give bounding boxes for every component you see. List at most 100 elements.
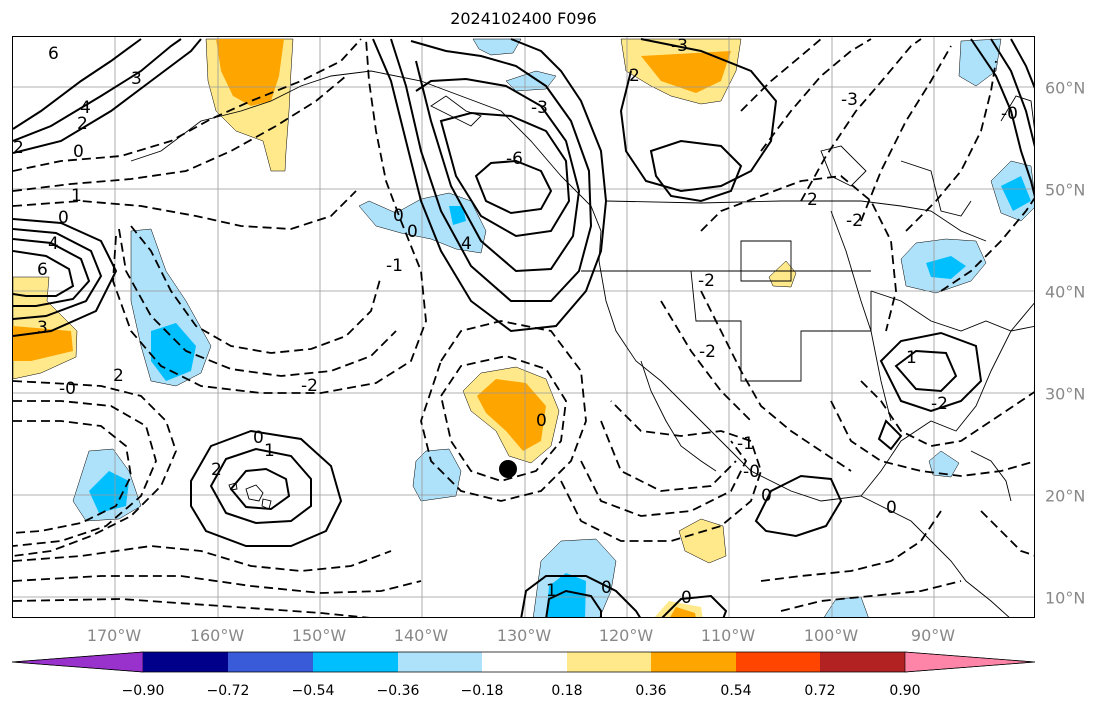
contour-label: 2 [807, 190, 818, 210]
shade-negative-central [412, 448, 462, 502]
colorbar-tick-label: 0.36 [635, 683, 667, 699]
colorbar [11, 651, 1036, 673]
contour-label: 4 [48, 234, 59, 254]
shade-negative-labrador-core [1001, 176, 1031, 211]
colorbar-segment-9 [820, 652, 905, 672]
contour-label: 3 [37, 318, 48, 338]
lat-label-60n: 60°N [1045, 78, 1086, 98]
colorbar-segment-1 [143, 652, 228, 672]
contours-positive [13, 38, 1034, 617]
contour-label: 0 [253, 428, 264, 448]
map-svg: 6 3 4 2 0 2 1 0 4 6 3 -0 -2 0 1 2 0 4 -6… [13, 37, 1034, 617]
contour-label: -2 [931, 394, 948, 414]
coastlines [130, 70, 1034, 617]
contour-label: -3 [531, 98, 548, 118]
contour-label: -0 [743, 462, 760, 482]
contour-label: -3 [671, 37, 688, 56]
contour-label: 0 [393, 206, 404, 226]
shade-negative-northeast [958, 38, 1002, 87]
contour-label: 0 [536, 411, 547, 431]
shade-negative-hawaii-west-core [89, 471, 129, 513]
colorbar-tick-label: −0.18 [460, 683, 504, 699]
contour-label: -1 [386, 256, 403, 276]
lat-label-20n: 20°N [1045, 486, 1086, 506]
colorbar-tick-label: 0.54 [720, 683, 752, 699]
shade-negative-south-core [546, 573, 586, 617]
contour-label: 6 [37, 260, 48, 280]
lat-label-30n: 30°N [1045, 384, 1086, 404]
shade-positive-canada-core [641, 51, 731, 93]
shade-positive-south-core [670, 607, 696, 617]
lon-label-120w: 120°W [598, 626, 654, 645]
contour-label: -2 [301, 376, 318, 396]
contour-label: 2 [13, 138, 24, 158]
contour-label: -0 [59, 379, 76, 399]
colorbar-segment-5 [482, 652, 567, 672]
lat-label-40n: 40°N [1045, 282, 1086, 302]
contour-label: -1 [737, 434, 754, 454]
contour-label: -2 [699, 342, 716, 362]
contour-label: 1 [546, 581, 557, 601]
lon-label-160w: 160°W [189, 626, 245, 645]
colorbar-tick-label: 0.72 [804, 683, 836, 699]
map-panel: 6 3 4 2 0 2 1 0 4 6 3 -0 -2 0 1 2 0 4 -6… [12, 36, 1035, 618]
colorbar-tick-label: −0.90 [121, 683, 165, 699]
lon-label-150w: 150°W [291, 626, 347, 645]
shade-positive-central-core [477, 379, 546, 451]
contour-label: 2 [211, 460, 222, 480]
contour-label: 6 [48, 44, 59, 64]
contour-label: 4 [461, 234, 472, 254]
colorbar-segment-7 [651, 652, 736, 672]
lon-label-110w: 110°W [700, 626, 756, 645]
shade-positive-mexico [678, 518, 727, 564]
contour-label: 0 [407, 222, 418, 242]
colorbar-segment-10 [904, 651, 1036, 673]
shade-negative-north2 [505, 70, 557, 92]
lat-label-10n: 10°N [1045, 588, 1086, 608]
contour-label: 1 [906, 348, 917, 368]
shade-positive-rockies [768, 260, 797, 288]
contour-label: 1 [71, 186, 82, 206]
colorbar-tick-label: −0.72 [206, 683, 250, 699]
colorbar-tick-label: 0.18 [551, 683, 583, 699]
colorbar-segment-6 [567, 652, 651, 672]
lon-label-140w: 140°W [393, 626, 449, 645]
shaded-anomalies [13, 38, 1034, 617]
colorbar-tick-label: −0.54 [291, 683, 335, 699]
contour-label: -2 [698, 271, 715, 291]
lon-label-130w: 130°W [496, 626, 552, 645]
colorbar-segment-4 [398, 652, 482, 672]
contour-label: 2 [77, 114, 88, 134]
colorbar-tick-label: 0.90 [889, 683, 921, 699]
contour-label: 0 [761, 486, 772, 506]
colorbar-segment-3 [313, 652, 398, 672]
contour-label: -0 [1001, 104, 1018, 124]
lat-label-50n: 50°N [1045, 180, 1086, 200]
contour-label: 0 [886, 498, 897, 518]
colorbar-tick-label: −0.36 [376, 683, 420, 699]
lon-label-90w: 90°W [910, 626, 956, 645]
contour-label: 1 [264, 441, 275, 461]
contour-label: 0 [601, 578, 612, 598]
contour-label: -3 [841, 90, 858, 110]
contour-label: 2 [113, 366, 124, 386]
contour-label: 3 [131, 69, 142, 89]
contour-label: 2 [629, 66, 640, 86]
lon-label-100w: 100°W [803, 626, 859, 645]
contour-label: -2 [846, 211, 863, 231]
shade-negative-gulf-alaska-core [449, 206, 466, 225]
storm-marker [499, 460, 517, 478]
contour-label: -6 [506, 149, 523, 169]
contour-label: 0 [58, 208, 69, 228]
colorbar-outline [11, 651, 1036, 673]
contours-negative [13, 38, 1034, 617]
contour-label: 4 [80, 98, 91, 118]
contour-labels: 6 3 4 2 0 2 1 0 4 6 3 -0 -2 0 1 2 0 4 -6… [13, 37, 1018, 608]
colorbar-segment-2 [228, 652, 313, 672]
contour-label: 0 [681, 588, 692, 608]
colorbar-segment-8 [736, 652, 820, 672]
shade-positive-alaska-core [216, 39, 284, 106]
chart-title: 2024102400 F096 [450, 9, 597, 28]
colorbar-segment-0 [11, 651, 144, 673]
lon-label-170w: 170°W [86, 626, 142, 645]
